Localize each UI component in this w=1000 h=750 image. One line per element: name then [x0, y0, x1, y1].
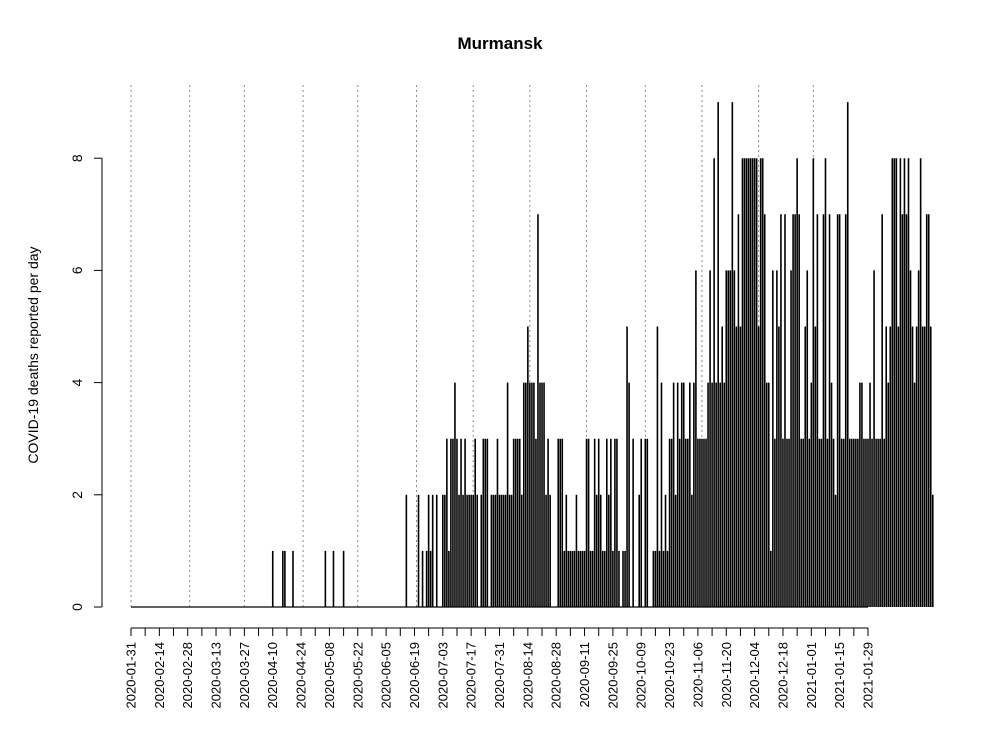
x-tick-label: 2020-12-18: [775, 642, 790, 709]
x-tick-label: 2020-07-31: [492, 642, 507, 709]
chart-title: Murmansk: [457, 34, 543, 53]
x-tick-label: 2020-07-17: [464, 642, 479, 709]
x-tick-label: 2021-01-01: [804, 642, 819, 709]
x-tick-label: 2020-11-06: [690, 642, 705, 708]
x-tick-label: 2020-02-14: [152, 642, 167, 709]
x-tick-label: 2020-01-31: [124, 642, 139, 709]
y-axis-label: COVID-19 deaths reported per day: [25, 246, 41, 463]
x-tick-label: 2020-06-19: [407, 642, 422, 709]
x-tick-label: 2020-06-05: [379, 642, 394, 709]
x-tick-label: 2020-10-23: [662, 642, 677, 709]
x-tick-label: 2020-09-25: [605, 642, 620, 709]
bars: [131, 102, 934, 608]
x-tick-label: 2020-03-27: [237, 642, 252, 709]
x-tick-label: 2020-11-20: [719, 642, 734, 708]
y-tick-label: 4: [69, 378, 85, 386]
x-axis: 2020-01-31 2020-02-14 2020-02-28 2020-03-13…: [124, 627, 876, 709]
x-tick-label: 2020-05-22: [350, 642, 365, 709]
y-tick-label: 8: [69, 154, 85, 162]
y-tick-label: 2: [69, 491, 85, 499]
x-tick-label: 2020-10-09: [634, 642, 649, 709]
x-tick-label: 2020-09-11: [577, 642, 592, 708]
x-tick-label: 2020-05-08: [322, 642, 337, 709]
x-tick-label: 2020-04-24: [294, 642, 309, 709]
y-tick-label: 0: [69, 603, 85, 611]
y-axis: 0 2 4 6 8: [69, 154, 103, 611]
x-tick-label: 2020-04-10: [265, 642, 280, 709]
x-tick-label: 2021-01-15: [832, 642, 847, 709]
y-tick-label: 6: [69, 266, 85, 274]
x-tick-label: 2020-12-04: [747, 642, 762, 709]
x-tick-label: 2020-03-13: [209, 642, 224, 709]
x-tick-label: 2020-02-28: [180, 642, 195, 709]
x-tick-label: 2020-07-03: [435, 642, 450, 709]
x-tick-label: 2020-08-28: [549, 642, 564, 709]
x-tick-label: 2021-01-29: [861, 642, 876, 709]
x-gridlines: [130, 85, 814, 607]
x-tick-label: 2020-08-14: [520, 642, 535, 709]
